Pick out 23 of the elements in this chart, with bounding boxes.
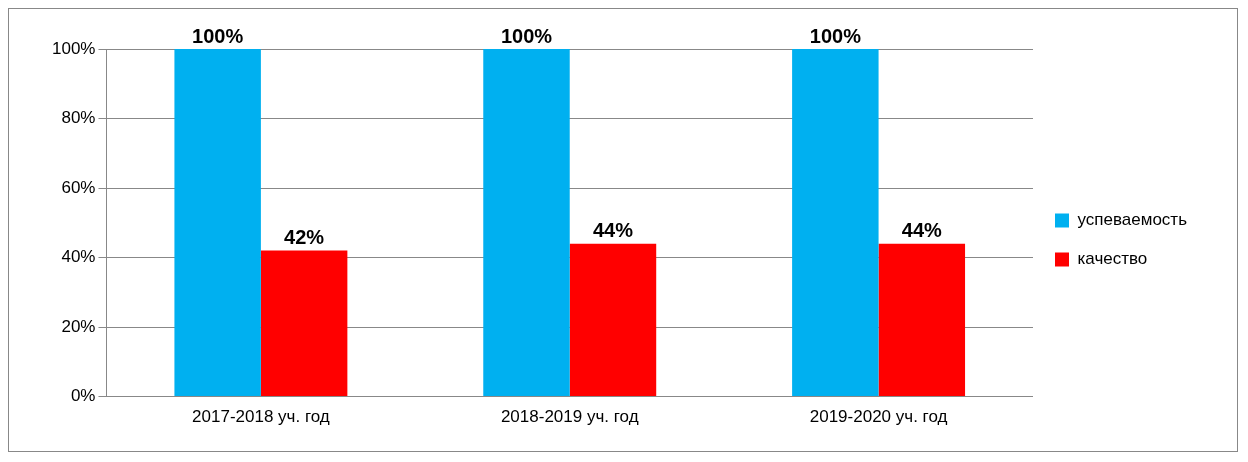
y-tick-label: 20%	[61, 316, 96, 336]
x-tick-label: 2017-2018 уч. год	[192, 407, 330, 427]
data-label: 100%	[500, 24, 553, 47]
legend-label: качество	[1077, 249, 1148, 269]
bar	[569, 243, 657, 397]
data-label: 44%	[592, 219, 634, 242]
data-label: 100%	[192, 24, 244, 47]
bar	[878, 243, 966, 397]
bar	[483, 49, 570, 397]
x-tick-label: 2018-2019 уч. год	[500, 407, 639, 427]
bar	[792, 49, 879, 397]
y-tick-label: 100%	[52, 38, 96, 58]
bar	[174, 49, 261, 397]
data-label: 44%	[901, 219, 943, 242]
x-tick-label: 2019-2020 уч. год	[809, 407, 948, 427]
legend-label: успеваемость	[1077, 210, 1188, 230]
y-tick-label: 80%	[61, 108, 96, 128]
bar	[260, 250, 348, 397]
data-label: 100%	[809, 24, 862, 47]
y-tick-label: 0%	[70, 386, 96, 406]
y-tick-label: 40%	[61, 247, 96, 267]
data-label: 42%	[284, 226, 325, 249]
y-tick-label: 60%	[61, 177, 96, 197]
